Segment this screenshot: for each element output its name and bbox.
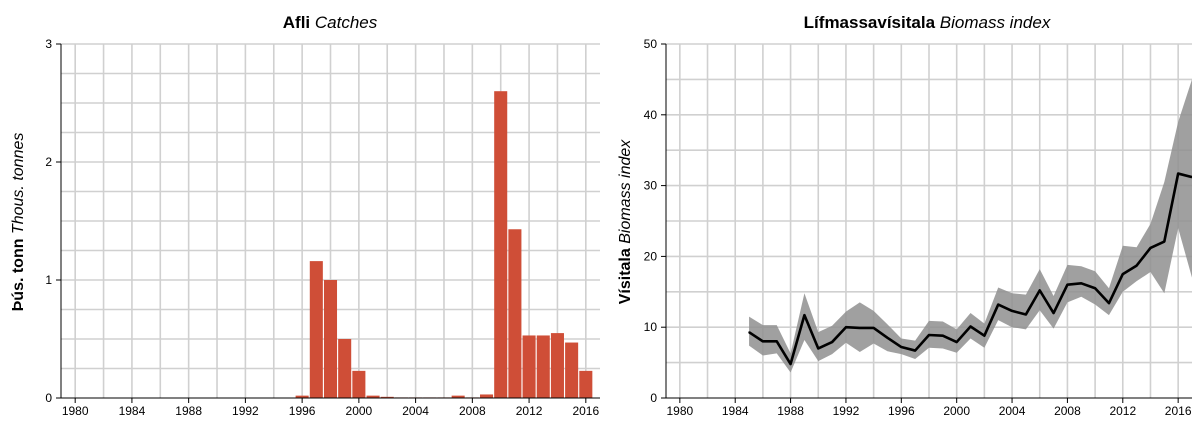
x-tick-label-1984: 1984 bbox=[119, 404, 146, 418]
biomass-point-1991 bbox=[831, 341, 833, 343]
catch-bar-2001 bbox=[366, 395, 380, 398]
biomass-point-1988 bbox=[789, 363, 792, 365]
catches-y-axis-label: Þús. tonn Thous. tonnes bbox=[10, 133, 27, 312]
catches-title-bold: Afli bbox=[283, 13, 310, 32]
biomass-point-1987 bbox=[775, 340, 778, 343]
y-tick-label-0: 0 bbox=[45, 391, 52, 405]
biomass-point-2007 bbox=[1052, 312, 1055, 314]
x-tick-label-1984: 1984 bbox=[722, 404, 749, 418]
biomass-point-1993 bbox=[858, 327, 861, 329]
catch-bar-2000 bbox=[352, 370, 366, 398]
x-tick-label-1988: 1988 bbox=[777, 404, 804, 418]
catch-bar-1998 bbox=[323, 280, 338, 398]
x-tick-label-1980: 1980 bbox=[62, 404, 89, 418]
biomass-point-1997 bbox=[914, 349, 916, 352]
catch-bar-1999 bbox=[338, 339, 352, 398]
y-tick-label-0: 0 bbox=[650, 391, 657, 405]
x-tick-label-2012: 2012 bbox=[1109, 404, 1136, 418]
biomass-point-2010 bbox=[1094, 287, 1096, 290]
biomass-title-bold: Lífmassavísitala bbox=[804, 13, 936, 32]
x-tick-label-1996: 1996 bbox=[888, 404, 915, 418]
biomass-point-2004 bbox=[1011, 310, 1013, 312]
catch-bar-2013 bbox=[536, 335, 550, 398]
y-tick-label-20: 20 bbox=[644, 249, 658, 263]
catch-bar-2012 bbox=[522, 335, 536, 398]
biomass-point-2006 bbox=[1038, 289, 1041, 292]
catches-title-italic: Catches bbox=[315, 13, 378, 32]
x-tick-label-2004: 2004 bbox=[999, 404, 1026, 418]
x-tick-label-1992: 1992 bbox=[833, 404, 860, 418]
catch-bar-2011 bbox=[508, 229, 522, 398]
biomass-point-2013 bbox=[1135, 264, 1138, 267]
biomass-point-2012 bbox=[1121, 273, 1124, 275]
biomass-point-2015 bbox=[1163, 240, 1166, 243]
biomass-point-1989 bbox=[803, 314, 806, 316]
biomass-point-2011 bbox=[1108, 302, 1110, 304]
biomass-point-1992 bbox=[845, 326, 847, 329]
x-tick-label-2016: 2016 bbox=[572, 404, 599, 418]
y-tick-label-50: 50 bbox=[644, 37, 658, 51]
biomass-ylabel-bold: Vísitala bbox=[617, 248, 634, 304]
catches-bars bbox=[295, 91, 593, 398]
biomass-point-1999 bbox=[942, 334, 944, 337]
catches-ylabel-bold: Þús. tonn bbox=[10, 238, 27, 311]
catch-bar-2002 bbox=[380, 396, 394, 398]
biomass-title-italic: Biomass index bbox=[940, 13, 1051, 32]
catch-bar-1996 bbox=[295, 395, 309, 398]
catch-bar-1997 bbox=[309, 261, 323, 398]
biomass-ylabel-italic: Biomass index bbox=[617, 139, 634, 244]
x-tick-label-1980: 1980 bbox=[666, 404, 693, 418]
catch-bar-2009 bbox=[480, 394, 494, 398]
biomass-point-2001 bbox=[969, 325, 972, 328]
biomass-y-axis-label: Vísitala Biomass index bbox=[617, 139, 634, 305]
biomass-confidence-band bbox=[749, 79, 1192, 373]
y-tick-label-30: 30 bbox=[644, 179, 658, 193]
biomass-point-2005 bbox=[1025, 313, 1027, 316]
biomass-point-1985 bbox=[748, 331, 750, 333]
biomass-point-2009 bbox=[1080, 282, 1083, 285]
catches-chart: Afli Catches Þús. tonn Thous. tonnes 198… bbox=[10, 13, 600, 418]
biomass-point-2000 bbox=[955, 341, 958, 343]
x-tick-label-2000: 2000 bbox=[346, 404, 373, 418]
catch-bar-2014 bbox=[550, 333, 564, 398]
x-tick-label-2008: 2008 bbox=[1054, 404, 1081, 418]
biomass-point-1990 bbox=[817, 347, 820, 350]
x-tick-label-1992: 1992 bbox=[232, 404, 259, 418]
y-tick-label-10: 10 bbox=[644, 320, 658, 334]
y-tick-label-3: 3 bbox=[45, 37, 52, 51]
x-tick-label-2004: 2004 bbox=[402, 404, 429, 418]
biomass-point-2016 bbox=[1177, 172, 1179, 175]
x-tick-label-1996: 1996 bbox=[289, 404, 316, 418]
biomass-chart-title: Lífmassavísitala Biomass index bbox=[804, 13, 1051, 32]
x-tick-label-2012: 2012 bbox=[516, 404, 543, 418]
biomass-point-2014 bbox=[1149, 247, 1152, 249]
biomass-point-1998 bbox=[928, 334, 930, 336]
biomass-chart: Lífmassavísitala Biomass index Vísitala … bbox=[617, 13, 1192, 418]
y-tick-label-1: 1 bbox=[45, 273, 52, 287]
biomass-axes: 1980 1984 1988 1992 1996 2000 2004 2008 2012 2016… bbox=[644, 37, 1192, 418]
x-tick-label-2000: 2000 bbox=[943, 404, 970, 418]
catches-axes: 1980 1984 1988 1992 1996 2000 2004 2008 2012 2016… bbox=[45, 37, 600, 418]
catches-ylabel-italic: Thous. tonnes bbox=[10, 133, 27, 234]
biomass-point-2002 bbox=[983, 334, 986, 337]
biomass-point-1995 bbox=[886, 337, 889, 339]
biomass-point-2003 bbox=[997, 303, 1000, 306]
x-tick-label-2008: 2008 bbox=[459, 404, 486, 418]
biomass-marks bbox=[748, 79, 1192, 373]
catches-chart-title: Afli Catches bbox=[283, 13, 378, 32]
catch-bar-2010 bbox=[494, 91, 508, 398]
x-tick-label-1988: 1988 bbox=[175, 404, 202, 418]
catch-bar-2016 bbox=[579, 370, 593, 398]
x-tick-label-2016: 2016 bbox=[1165, 404, 1192, 418]
biomass-point-1986 bbox=[762, 340, 764, 343]
biomass-point-1996 bbox=[900, 346, 903, 348]
biomass-point-1994 bbox=[872, 327, 875, 329]
catch-bar-2015 bbox=[565, 342, 579, 398]
y-tick-label-2: 2 bbox=[45, 155, 52, 169]
y-tick-label-40: 40 bbox=[644, 108, 658, 122]
catch-bar-2007 bbox=[451, 395, 465, 398]
biomass-point-2008 bbox=[1066, 283, 1069, 286]
